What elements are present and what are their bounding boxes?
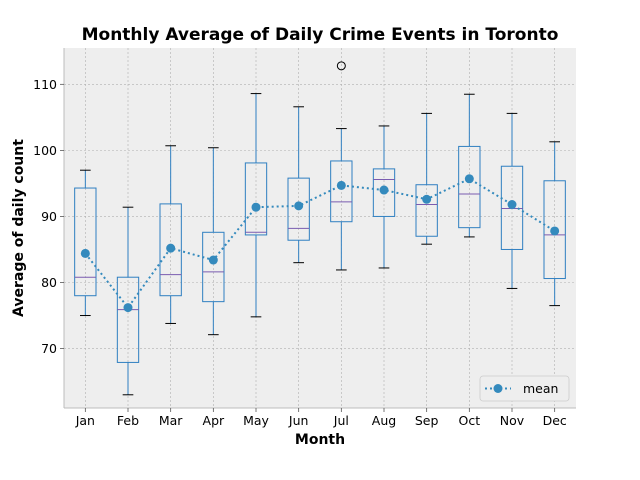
x-tick-label: Feb [117, 413, 139, 428]
mean-point [336, 180, 346, 190]
mean-point [251, 202, 261, 212]
outlier-point [336, 61, 346, 71]
mean-point [166, 243, 176, 253]
mean-series [80, 174, 560, 313]
mean-line [84, 177, 556, 310]
x-tick-label: Jun [288, 413, 309, 428]
mean-point [80, 248, 90, 258]
boxes [74, 61, 566, 396]
legend-box [479, 375, 570, 402]
x-axis-label: Month [295, 432, 345, 448]
x-tick-label: Jul [333, 413, 349, 428]
mean-point [123, 303, 133, 313]
box-jun [287, 177, 310, 241]
box-feb [116, 276, 140, 363]
box-jul [330, 160, 353, 223]
x-tick-label: Aug [372, 413, 396, 428]
mean-point [294, 201, 304, 211]
mean-point [422, 194, 432, 204]
x-tick-label: Mar [159, 413, 183, 428]
mean-point [379, 185, 389, 195]
box-nov [500, 165, 524, 250]
chart-title: Monthly Average of Daily Crime Events in… [82, 25, 559, 45]
mean-point [208, 255, 218, 265]
box-oct [458, 145, 481, 229]
legend-mean-marker [493, 384, 503, 393]
x-tick-label: May [243, 413, 269, 428]
box-jan [74, 187, 97, 297]
plot-area [64, 48, 576, 408]
y-tick-label: 70 [41, 341, 57, 356]
box-dec [543, 180, 566, 280]
x-tick-label: Oct [459, 413, 481, 428]
axes: 70 80 90 100 110 Jan Feb Mar Apr May Jun Jul Aug Sep O… [33, 48, 576, 428]
mean-point [550, 226, 560, 236]
x-tick-label: Nov [500, 413, 525, 428]
box-sep [415, 184, 438, 237]
x-tick-label: Apr [203, 413, 225, 428]
mean-point [507, 200, 517, 210]
legend-mean-label: mean [523, 381, 558, 396]
mean-point [464, 174, 474, 184]
x-tick-label: Dec [543, 413, 567, 428]
y-tick-label: 80 [41, 275, 57, 290]
x-tick-label: Jan [75, 413, 95, 428]
box-aug [372, 168, 396, 217]
y-tick-label: 100 [33, 143, 57, 158]
y-axis-label: Average of daily count [11, 139, 27, 317]
y-tick-label: 90 [41, 209, 57, 224]
box-apr [202, 231, 225, 303]
box-may [244, 162, 268, 236]
y-tick-label: 110 [33, 77, 57, 92]
x-tick-label: Sep [415, 413, 439, 428]
legend: mean [479, 375, 570, 402]
box-mar [159, 203, 182, 297]
